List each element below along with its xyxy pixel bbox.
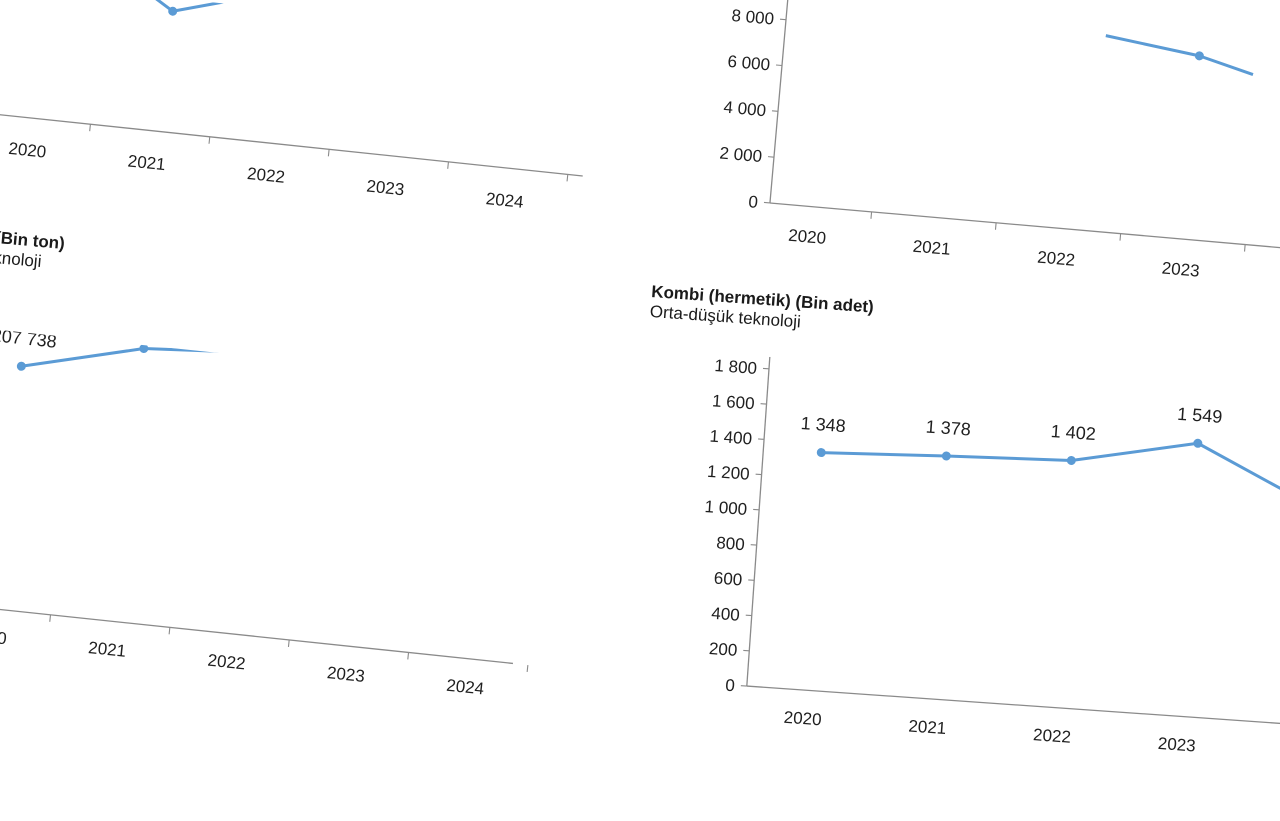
- x-tick-label: 2022: [246, 164, 286, 187]
- series-line: [21, 330, 506, 416]
- x-tick-label: 2020: [787, 226, 826, 248]
- data-label: 256 020: [234, 330, 301, 338]
- x-tick-label: 2024: [485, 189, 525, 212]
- chart-panel-top-left: 2020 2021 2022 2023 2024: [0, 0, 636, 301]
- x-axis-line: [0, 604, 513, 663]
- x-tick-label: 2023: [1157, 734, 1196, 756]
- data-point: [942, 451, 952, 461]
- y-tick-label: 600: [713, 569, 743, 590]
- x-tick-mark: [90, 124, 91, 131]
- data-point: [16, 361, 26, 371]
- x-tick-label: 2022: [1033, 725, 1072, 747]
- x-tick-mark: [288, 640, 289, 647]
- y-tick-label: 1 000: [704, 497, 748, 519]
- y-tick-label: 400: [711, 604, 741, 625]
- x-tick-label: 2023: [1161, 258, 1200, 280]
- data-point: [259, 348, 269, 358]
- x-tick-label: 2021: [912, 237, 951, 259]
- data-label: 207 738: [0, 330, 58, 352]
- y-axis-line: [770, 0, 790, 203]
- y-tick-label: 4 000: [723, 98, 767, 121]
- data-point: [1067, 456, 1077, 466]
- x-tick-mark: [567, 174, 568, 181]
- y-tick-label: 1 800: [714, 356, 758, 378]
- chart-panel-bottom-right: 0 200 400 600 800 1 000 1 200 1 400 1 600 1 800 1…: [670, 352, 1280, 821]
- x-axis-line: [0, 111, 583, 176]
- x-tick-label: 2024: [445, 676, 485, 699]
- x-tick-label: 2020: [8, 139, 48, 162]
- y-tick-label: 2 000: [719, 143, 763, 166]
- x-tick-label: 2020: [783, 708, 822, 730]
- x-tick-label: 2023: [326, 663, 366, 686]
- series-line-group: [1104, 36, 1256, 75]
- y-tick-label: 6 000: [727, 52, 771, 75]
- data-label: 1 378: [925, 417, 971, 440]
- x-tick-mark: [1245, 245, 1246, 252]
- chart-heading-bottom-left: (Bin ton) knoloji: [0, 228, 66, 274]
- y-tick-label: 0: [748, 192, 759, 212]
- series-line: [1104, 36, 1256, 75]
- data-label: 1 549: [1177, 404, 1223, 427]
- chart-panel-bottom-left: 207 738245 750256 020280 589301 519 2020…: [0, 330, 597, 726]
- x-tick-mark: [527, 665, 528, 672]
- data-point: [1195, 51, 1205, 61]
- x-tick-label: 2023: [366, 176, 406, 199]
- y-tick-labels: 0 2 000 4 000 6 000 8 000: [715, 6, 787, 213]
- series-line-group: [118, 0, 263, 25]
- x-tick-labels: 2020 2021 2022 2023 2024: [0, 607, 528, 703]
- x-tick-mark: [169, 627, 170, 634]
- x-tick-label: 2020: [0, 625, 8, 648]
- x-tick-labels: 2020 2021 2022 2023: [787, 205, 1245, 285]
- data-label: 1 402: [1050, 421, 1096, 444]
- series-line: [118, 0, 263, 20]
- series-line-group: [16, 330, 511, 421]
- x-tick-mark: [328, 149, 329, 156]
- x-tick-label: 2021: [87, 638, 127, 661]
- y-tick-mark: [772, 111, 778, 112]
- y-tick-label: 0: [725, 676, 736, 696]
- y-tick-mark: [776, 65, 782, 66]
- y-tick-label: 800: [716, 533, 746, 554]
- data-point: [816, 448, 826, 458]
- x-tick-mark: [50, 615, 51, 622]
- data-point: [502, 337, 512, 347]
- x-tick-label: 2022: [207, 651, 247, 674]
- y-tick-label: 1 400: [709, 427, 753, 449]
- chart-svg-bottom-right: 0 200 400 600 800 1 000 1 200 1 400 1 600 1 800 1…: [671, 352, 1280, 816]
- x-tick-mark: [871, 212, 872, 219]
- x-tick-label: 2022: [1037, 248, 1076, 270]
- chart-svg-bottom-left: 207 738245 750256 020280 589301 519 2020…: [0, 330, 597, 721]
- y-tick-label: 200: [708, 639, 738, 660]
- y-tick-mark: [780, 19, 786, 20]
- x-axis-line: [770, 203, 1280, 251]
- data-label: 1 348: [800, 413, 846, 436]
- y-tick-mark: [768, 157, 774, 158]
- data-point: [139, 344, 149, 354]
- x-tick-label: 2021: [127, 151, 167, 174]
- x-tick-mark: [209, 137, 210, 144]
- x-tick-mark: [995, 223, 996, 230]
- y-tick-label: 1 600: [711, 391, 755, 413]
- y-tick-mark: [764, 202, 770, 203]
- y-tick-label: 1 200: [706, 462, 750, 484]
- data-point: [381, 341, 391, 351]
- chart-svg-top-left: 2020 2021 2022 2023 2024: [0, 0, 636, 296]
- x-tick-mark: [408, 652, 409, 659]
- data-label: 245 750: [113, 330, 180, 334]
- x-tick-mark: [448, 162, 449, 169]
- x-tick-mark: [1120, 234, 1121, 241]
- data-label-group: 207 738245 750256 020280 589301 519: [0, 330, 543, 402]
- y-tick-label: 8 000: [731, 6, 775, 29]
- data-label: 280 589: [355, 330, 422, 331]
